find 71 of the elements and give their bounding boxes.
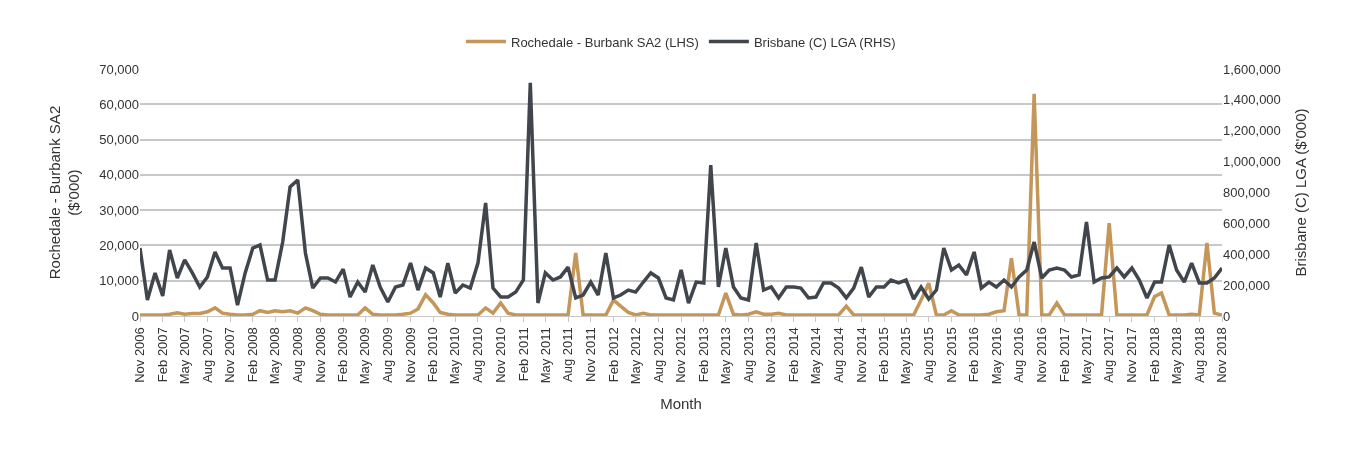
y-tick-label: 20,000	[99, 237, 139, 253]
x-tick-label: Feb 2007	[154, 327, 170, 383]
y2-tick-label: 0	[1223, 308, 1231, 324]
x-tick-label: Aug 2010	[470, 327, 486, 383]
x-tick-label: Nov 2013	[763, 327, 779, 383]
y2-tick-label: 1,600,000	[1223, 61, 1281, 77]
x-tick-label: Feb 2008	[245, 327, 261, 383]
x-tick-label: Nov 2006	[132, 327, 148, 383]
y-tick-label: 60,000	[99, 96, 139, 112]
x-tick-label: Nov 2008	[312, 327, 328, 383]
x-tick-label: Aug 2017	[1101, 327, 1117, 383]
x-tick-label: Nov 2009	[402, 327, 418, 383]
x-tick-label: May 2015	[898, 327, 914, 385]
x-tick-label: Nov 2017	[1124, 327, 1140, 383]
x-tick-label: Feb 2011	[515, 327, 531, 382]
x-tick-label: Feb 2017	[1056, 327, 1072, 383]
y-tick-label: 30,000	[99, 202, 139, 218]
x-tick-label: May 2009	[357, 327, 373, 385]
y-tick-label: 40,000	[99, 167, 139, 183]
y2-tick-label: 600,000	[1223, 215, 1270, 231]
x-tick-label: Aug 2014	[830, 327, 846, 383]
y-tick-label: 50,000	[99, 132, 139, 148]
x-tick-label: Aug 2018	[1191, 327, 1207, 383]
y-tick-label: 0	[131, 308, 139, 324]
x-tick-label: Feb 2009	[335, 327, 351, 383]
x-tick-label: May 2013	[718, 327, 734, 385]
x-tick-label: May 2017	[1078, 327, 1094, 385]
x-tick-label: Nov 2007	[222, 327, 238, 383]
y2-axis-title: Brisbane (C) LGA ($'000)	[1291, 108, 1309, 277]
y2-tick-label: 800,000	[1223, 185, 1270, 201]
x-tick-label: Nov 2018	[1214, 327, 1230, 383]
y2-tick-label: 400,000	[1223, 246, 1270, 262]
x-tick-label: May 2014	[808, 327, 824, 385]
y2-tick-label: 1,400,000	[1223, 92, 1281, 108]
x-tick-label: Nov 2014	[853, 327, 869, 383]
x-tick-label: May 2016	[988, 327, 1004, 385]
y2-tick-label: 1,000,000	[1223, 154, 1281, 170]
x-tick-label: Feb 2015	[876, 327, 892, 383]
x-tick-label: Feb 2014	[786, 327, 802, 383]
x-tick-label: Nov 2015	[943, 327, 959, 383]
x-tick-label: Feb 2012	[605, 327, 621, 383]
x-tick-label: Aug 2015	[920, 327, 936, 383]
x-tick-label: Nov 2012	[673, 327, 689, 383]
x-tick-label: May 2008	[267, 327, 283, 385]
x-tick-label: Aug 2012	[650, 327, 666, 383]
x-tick-label: Feb 2013	[696, 327, 712, 383]
x-tick-label: May 2018	[1168, 327, 1184, 385]
x-tick-label: Feb 2016	[966, 327, 982, 383]
x-tick-label: Aug 2007	[199, 327, 215, 383]
x-tick-label: Nov 2010	[492, 327, 508, 383]
legend-label: Brisbane (C) LGA (RHS)	[753, 34, 896, 50]
x-tick-label: Feb 2018	[1146, 327, 1162, 383]
x-tick-label: May 2007	[176, 327, 192, 385]
x-tick-label: Aug 2009	[380, 327, 396, 383]
y-axis-title: Rochedale - Burbank SA2 ($'000)	[45, 105, 83, 280]
x-tick-label: Nov 2016	[1034, 327, 1050, 383]
x-tick-label: May 2011	[537, 327, 553, 384]
x-tick-label: Aug 2008	[289, 327, 305, 383]
legend-label: Rochedale - Burbank SA2 (LHS)	[511, 34, 699, 50]
x-axis-title: Month	[660, 395, 702, 413]
x-tick-label: Feb 2010	[425, 327, 441, 383]
y2-tick-label: 200,000	[1223, 277, 1270, 293]
x-tick-label: Aug 2013	[740, 327, 756, 383]
x-tick-label: Aug 2016	[1011, 327, 1027, 383]
y-tick-label: 70,000	[99, 61, 139, 77]
y-tick-label: 10,000	[99, 273, 139, 289]
x-tick-label: May 2010	[447, 327, 463, 385]
x-tick-label: May 2012	[627, 327, 643, 385]
x-tick-label: Nov 2011	[582, 327, 598, 382]
x-tick-label: Aug 2011	[560, 327, 576, 382]
y2-tick-label: 1,200,000	[1223, 123, 1281, 139]
